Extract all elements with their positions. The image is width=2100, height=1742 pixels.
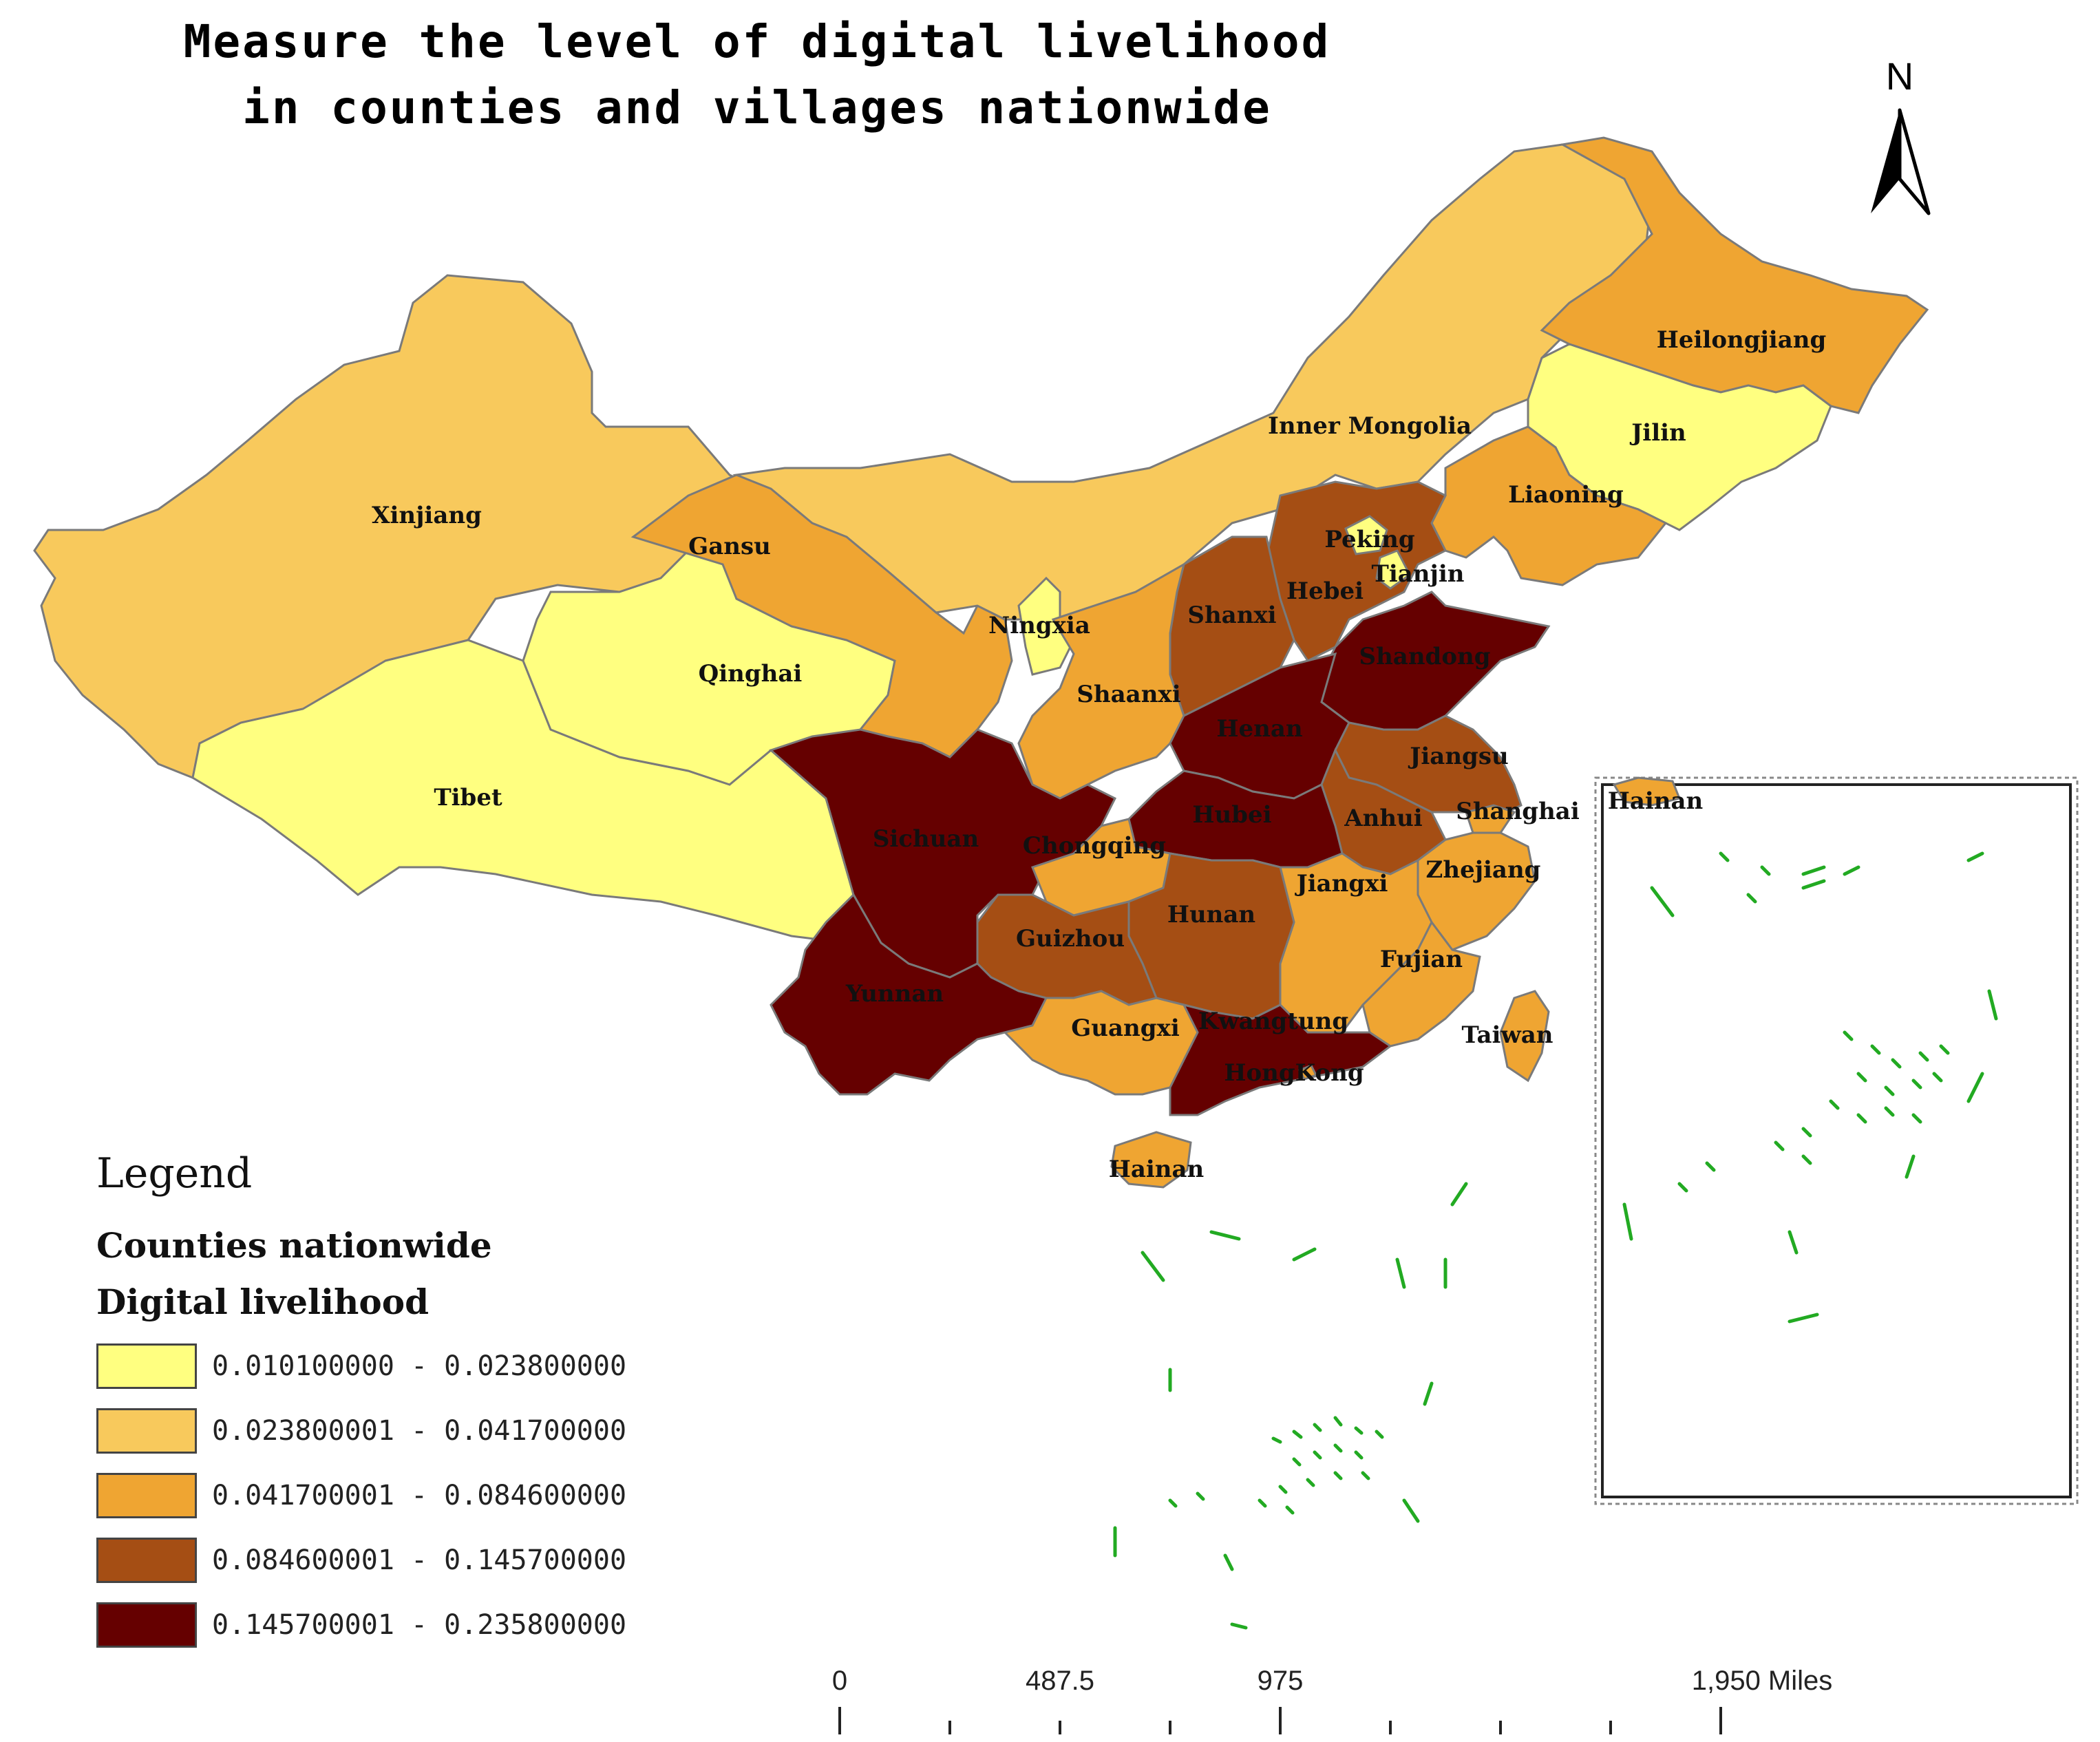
province-kwangtung[interactable] (1169, 1003, 1392, 1116)
label-xinjiang: Xinjiang (372, 502, 482, 529)
label-ningxia: Ningxia (988, 612, 1090, 639)
legend-item: 0.023800001 - 0.041700000 (96, 1407, 626, 1455)
legend-swatch (96, 1473, 197, 1518)
label-hainan: Hainan (1109, 1156, 1205, 1183)
label-shaanxi: Shaanxi (1076, 681, 1180, 708)
label-yunnan: Yunnan (845, 980, 944, 1008)
legend-range: 0.084600001 - 0.145700000 (212, 1544, 627, 1576)
province-inner-mongolia[interactable] (732, 143, 1653, 621)
label-inner-mongolia: Inner Mongolia (1268, 412, 1472, 440)
legend-field-name: Digital livelihood (96, 1282, 429, 1322)
label-jiangsu: Jiangsu (1408, 743, 1508, 770)
label-heilongjiang: Heilongjiang (1657, 326, 1827, 354)
province-shanghai[interactable] (1465, 804, 1516, 834)
south-china-sea-inset (1594, 776, 2079, 1505)
legend-swatch (96, 1602, 197, 1648)
label-hongkong: HongKong (1224, 1059, 1364, 1087)
legend-item: 0.041700001 - 0.084600000 (96, 1472, 626, 1520)
label-anhui: Anhui (1344, 805, 1423, 832)
label-qinghai: Qinghai (699, 660, 803, 688)
label-shanghai: Shanghai (1456, 798, 1580, 825)
province-yunnan[interactable] (770, 893, 1048, 1096)
label-fujian: Fujian (1380, 946, 1463, 973)
legend-swatch (96, 1408, 197, 1454)
legend-layer-name: Counties nationwide (96, 1225, 492, 1266)
scale-bar (838, 1707, 1722, 1734)
north-label: N (1886, 54, 1913, 98)
province-peking[interactable] (1344, 515, 1388, 555)
label-chongqing: Chongqing (1023, 832, 1166, 860)
label-tibet: Tibet (434, 784, 502, 811)
label-shanxi: Shanxi (1187, 602, 1276, 629)
label-jilin: Jilin (1629, 419, 1686, 447)
label-inset-hainan: Hainan (1608, 787, 1704, 815)
label-hunan: Hunan (1167, 901, 1255, 928)
label-taiwan: Taiwan (1461, 1021, 1553, 1049)
province-hongkong[interactable] (1297, 1064, 1318, 1081)
south-sea-islands (1113, 1182, 1468, 1630)
label-guangxi: Guangxi (1071, 1015, 1180, 1042)
provinces-layer (33, 136, 1929, 1189)
label-gansu: Gansu (688, 533, 771, 560)
scale-label-0: 0 (831, 1666, 848, 1696)
label-zhejiang: Zhejiang (1426, 856, 1541, 884)
label-guizhou: Guizhou (1016, 925, 1125, 953)
label-peking: Peking (1324, 526, 1414, 553)
legend-range: 0.041700001 - 0.084600000 (212, 1480, 627, 1511)
scale-label-487: 487.5 (1025, 1666, 1095, 1696)
label-henan: Henan (1216, 715, 1302, 743)
province-taiwan[interactable] (1499, 990, 1550, 1083)
province-hainan[interactable] (1110, 1131, 1192, 1189)
label-hubei: Hubei (1192, 801, 1271, 829)
province-tianjin[interactable] (1375, 549, 1411, 590)
province-shaanxi[interactable] (1017, 562, 1186, 800)
label-tianjin: Tianjin (1372, 560, 1465, 588)
label-kwangtung: Kwangtung (1198, 1008, 1348, 1035)
label-shandong: Shandong (1359, 643, 1491, 670)
inset-hainan-shape (1612, 776, 1682, 807)
label-hebei: Hebei (1286, 577, 1364, 605)
map-title-line-1: Measure the level of digital livelihood (183, 15, 1331, 68)
legend-swatch (96, 1343, 197, 1389)
legend-item: 0.084600001 - 0.145700000 (96, 1536, 626, 1584)
legend-range: 0.145700001 - 0.235800000 (212, 1609, 627, 1641)
legend-swatch (96, 1538, 197, 1583)
legend-range: 0.023800001 - 0.041700000 (212, 1415, 627, 1447)
label-jiangxi: Jiangxi (1295, 870, 1388, 897)
north-arrow-icon (1871, 110, 1900, 213)
north-arrow: N (1871, 54, 1931, 215)
scale-label-975: 975 (1257, 1666, 1304, 1696)
label-liaoning: Liaoning (1508, 481, 1624, 509)
legend-item: 0.145700001 - 0.235800000 (96, 1601, 626, 1649)
map-title-line-2: in counties and villages nationwide (242, 81, 1272, 134)
label-sichuan: Sichuan (873, 825, 979, 853)
scale-label-1950: 1,950 Miles (1691, 1666, 1833, 1696)
legend-item: 0.010100000 - 0.023800000 (96, 1342, 626, 1390)
province-labels: Xinjiang Tibet Qinghai Gansu Inner Mongo… (372, 326, 1826, 1183)
legend-heading: Legend (96, 1149, 253, 1198)
legend-range: 0.010100000 - 0.023800000 (212, 1350, 627, 1382)
